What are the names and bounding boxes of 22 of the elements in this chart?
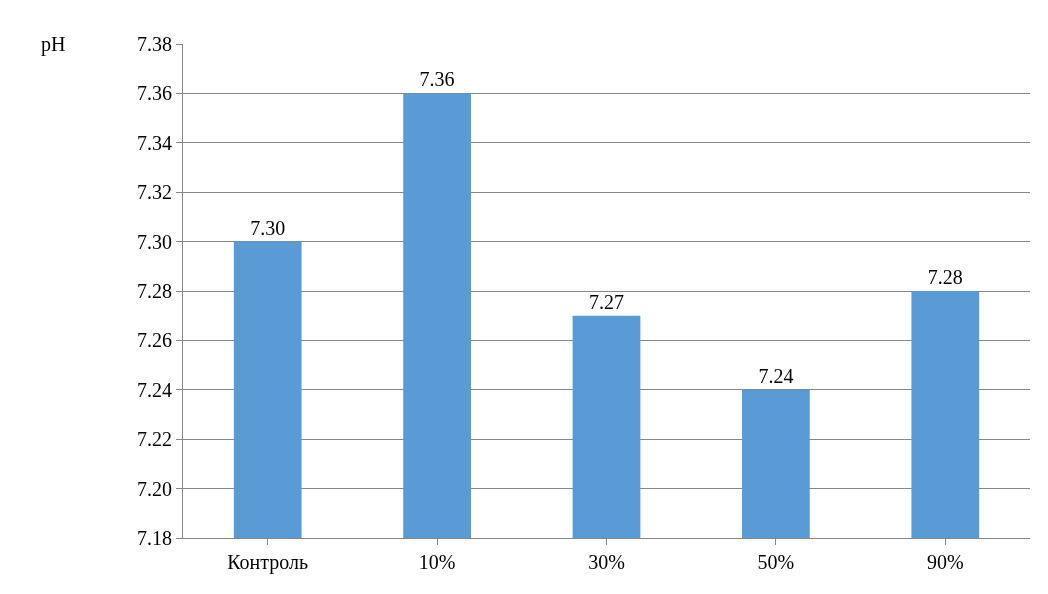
y-tick-label: 7.26	[137, 329, 172, 352]
y-axis-title: pH	[41, 33, 66, 56]
y-tick-label: 7.36	[137, 82, 172, 105]
data-label: 7.24	[758, 364, 794, 387]
x-tick-label: 30%	[588, 551, 625, 573]
y-tick-label: 7.32	[137, 181, 172, 204]
y-tick-label: 7.24	[137, 378, 172, 401]
x-tick-label: 10%	[418, 551, 456, 573]
y-tick-label: 7.22	[137, 428, 172, 451]
y-tick-label: 7.20	[137, 477, 172, 500]
x-tick-label: Контроль	[227, 551, 309, 574]
data-label: 7.27	[589, 290, 624, 313]
data-label: 7.28	[927, 266, 963, 288]
y-tick-label: 7.28	[137, 280, 172, 302]
y-tick-label: 7.18	[137, 527, 172, 549]
y-tick-label: 7.30	[137, 230, 172, 253]
data-label: 7.30	[250, 216, 286, 239]
x-tick-label: 90%	[926, 551, 964, 573]
y-tick-label: 7.34	[137, 131, 172, 154]
y-tick-label: 7.38	[137, 33, 172, 55]
data-label: 7.36	[419, 68, 455, 91]
x-tick-label: 50%	[757, 551, 795, 573]
